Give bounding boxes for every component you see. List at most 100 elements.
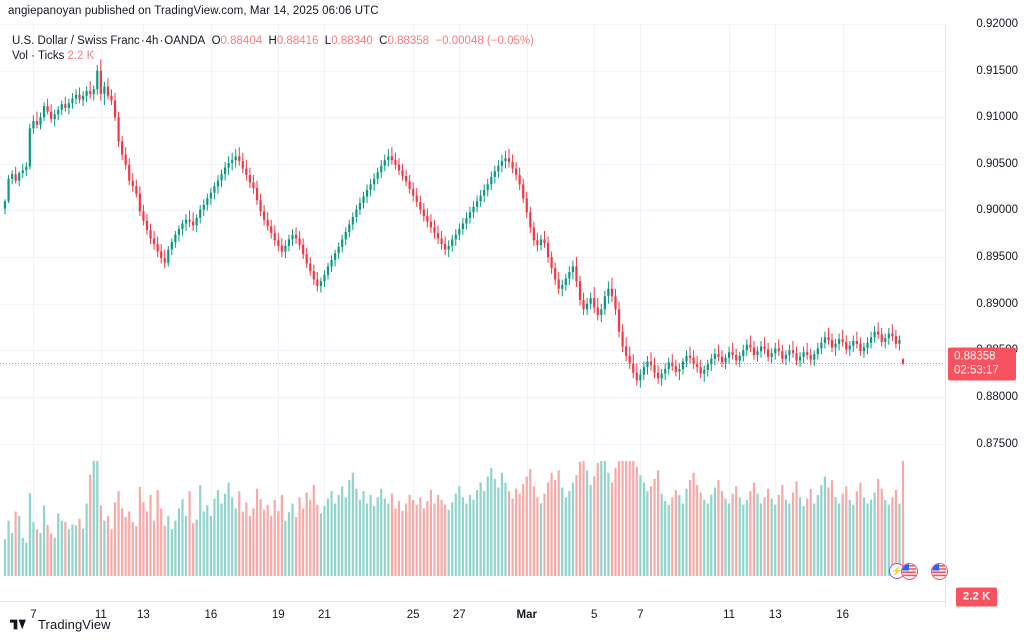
candle bbox=[145, 214, 149, 235]
candle bbox=[89, 80, 92, 99]
candle bbox=[731, 342, 734, 360]
candle bbox=[532, 221, 535, 246]
candle bbox=[241, 152, 244, 174]
candle bbox=[660, 368, 663, 386]
price-tick-label: 0.91500 bbox=[976, 64, 1018, 77]
volume-bar bbox=[600, 461, 603, 576]
candle bbox=[238, 147, 241, 166]
volume-bar bbox=[160, 508, 163, 576]
volume-bar bbox=[589, 485, 592, 576]
volume-bar bbox=[887, 504, 890, 576]
volume-bar bbox=[671, 497, 674, 576]
volume-bar bbox=[451, 502, 454, 576]
volume-bar bbox=[539, 503, 543, 576]
volume-bar bbox=[39, 532, 42, 576]
us-economic-event-1[interactable] bbox=[901, 563, 918, 580]
volume-bar bbox=[422, 508, 425, 576]
candle bbox=[497, 160, 500, 178]
candle bbox=[362, 191, 365, 209]
candle bbox=[451, 234, 454, 252]
candle bbox=[472, 201, 475, 218]
volume-bar bbox=[578, 461, 582, 576]
candle bbox=[752, 340, 756, 360]
volume-bar bbox=[85, 503, 88, 576]
volume-bar bbox=[561, 487, 564, 576]
volume-bar bbox=[135, 526, 138, 576]
candle bbox=[124, 147, 127, 170]
candle bbox=[483, 184, 486, 203]
candle bbox=[263, 204, 266, 226]
candle bbox=[351, 212, 354, 231]
volume-bar bbox=[351, 472, 354, 576]
price-pane[interactable] bbox=[0, 24, 945, 577]
candle bbox=[160, 244, 163, 264]
price-tick-label: 0.92000 bbox=[976, 18, 1018, 30]
candle bbox=[671, 354, 674, 371]
time-scale[interactable]: 7 11 13 16 19 21 25 27 Mar 5 7 11 13 16 bbox=[0, 601, 945, 632]
volume-bar bbox=[749, 491, 752, 576]
price-tick-label: 0.88000 bbox=[976, 390, 1018, 403]
volume-bar bbox=[433, 503, 436, 576]
volume-bar bbox=[767, 488, 770, 576]
volume-bar bbox=[99, 505, 102, 576]
candle bbox=[64, 96, 67, 112]
volume-bar bbox=[145, 511, 149, 576]
volume-bar bbox=[440, 499, 443, 576]
candle bbox=[216, 175, 220, 194]
volume-bar bbox=[706, 503, 709, 576]
volume-bar bbox=[234, 508, 237, 576]
candle bbox=[596, 298, 599, 321]
candle bbox=[834, 339, 837, 356]
volume-bar bbox=[490, 467, 493, 576]
volume-bar bbox=[252, 508, 255, 576]
volume-bar bbox=[685, 488, 688, 576]
candle bbox=[184, 214, 188, 231]
candle bbox=[103, 81, 106, 106]
volume-bar bbox=[121, 508, 124, 576]
candle bbox=[724, 354, 727, 369]
volume-bar bbox=[866, 503, 869, 576]
candle bbox=[816, 342, 819, 360]
volume-bar bbox=[426, 501, 429, 576]
candle bbox=[791, 340, 795, 358]
candle bbox=[465, 212, 468, 230]
volume-bar bbox=[656, 470, 660, 576]
volume-bar bbox=[809, 488, 812, 576]
volume-bar bbox=[852, 504, 855, 576]
candle bbox=[401, 163, 404, 181]
candle bbox=[767, 342, 770, 362]
volume-bar bbox=[344, 497, 347, 576]
candle bbox=[110, 89, 113, 106]
candle bbox=[564, 273, 567, 291]
candle bbox=[81, 91, 85, 107]
candle bbox=[294, 227, 298, 245]
candle bbox=[330, 255, 333, 273]
volume-value-badge[interactable]: 2.2 K bbox=[956, 587, 998, 607]
volume-bar bbox=[688, 480, 692, 576]
volume-bar bbox=[333, 503, 337, 576]
us-economic-event-2[interactable] bbox=[931, 563, 948, 580]
volume-bar bbox=[113, 502, 117, 576]
candle bbox=[678, 363, 681, 381]
volume-bar bbox=[202, 511, 205, 576]
candle bbox=[177, 225, 181, 242]
volume-bar bbox=[67, 529, 70, 576]
us-flag-icon bbox=[902, 564, 916, 578]
candle bbox=[635, 363, 638, 386]
candle bbox=[554, 262, 557, 286]
volume-bar bbox=[759, 503, 763, 576]
candle bbox=[774, 342, 777, 360]
volume-bar bbox=[653, 478, 656, 576]
candle bbox=[696, 355, 699, 373]
candle bbox=[610, 277, 614, 302]
candle bbox=[823, 331, 827, 349]
current-price-badge[interactable]: 0.88358 02:53:17 bbox=[948, 347, 1016, 381]
volume-bar bbox=[607, 472, 610, 576]
volume-bar bbox=[419, 497, 422, 576]
candle bbox=[298, 230, 301, 250]
candle bbox=[223, 161, 227, 181]
volume-bar bbox=[32, 521, 35, 576]
tradingview-watermark: TradingView bbox=[10, 617, 111, 632]
candle bbox=[373, 173, 376, 191]
price-scale[interactable]: 0.92000 0.91500 0.91000 0.90500 0.90000 0.895… bbox=[945, 18, 1024, 607]
